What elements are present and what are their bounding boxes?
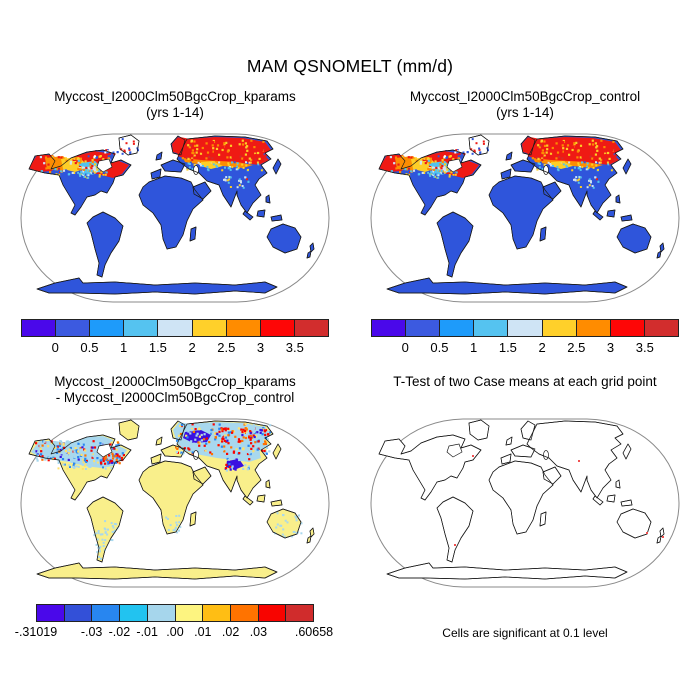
colorbar-cell: [439, 319, 475, 337]
panel-difference-title: Myccost_I2000Clm50BgcCrop_kparams - Mycc…: [54, 374, 296, 408]
colorbar-kparams: 0 0.5 1 1.5 2 2.5 3 3.5: [21, 319, 329, 355]
colorbar-cell: [123, 319, 159, 337]
colorbar-cell: [259, 319, 295, 337]
colorbar-tick: 1: [470, 340, 478, 355]
colorbar-tick: 2.5: [567, 340, 586, 355]
panel-difference: Myccost_I2000Clm50BgcCrop_kparams - Mycc…: [0, 372, 350, 640]
colorbar-cell: [63, 604, 93, 622]
colorbar-cell: [225, 319, 261, 337]
colorbar-tick: .02: [221, 625, 240, 639]
colorbar-tick: 0: [401, 340, 409, 355]
colorbar-cell: [157, 319, 193, 337]
colorbar-cell: [541, 319, 577, 337]
colorbar-tick: 1.5: [498, 340, 517, 355]
panel-control-title-line2: (yrs 1-14): [496, 105, 554, 120]
colorbar-tick: 2.5: [217, 340, 236, 355]
colorbar-tick: .00: [166, 625, 184, 639]
colorbar-tick: 1: [120, 340, 128, 355]
colorbar-ticks: 0 0.5 1 1.5 2 2.5 3 3.5: [21, 337, 329, 355]
colorbar-tick: 3: [606, 340, 615, 355]
colorbar-cell: [285, 604, 315, 622]
colorbar-cell: [191, 319, 227, 337]
colorbar-cell: [507, 319, 543, 337]
colorbar-cell: [405, 319, 441, 337]
panel-control-title: Myccost_I2000Clm50BgcCrop_control (yrs 1…: [410, 89, 640, 123]
colorbar-tick: .60658: [294, 625, 334, 639]
colorbar-cell: [21, 319, 57, 337]
colorbar-cells: [36, 604, 315, 622]
panel-control: Myccost_I2000Clm50BgcCrop_control (yrs 1…: [350, 87, 700, 355]
colorbar-cell: [119, 604, 148, 622]
world-map-kparams: [20, 133, 330, 303]
colorbar-cell: [643, 319, 679, 337]
colorbar-cells: [371, 319, 679, 337]
colorbar-tick: 1.5: [148, 340, 167, 355]
colorbar-cell: [293, 319, 329, 337]
colorbar-ticks: 0 0.5 1 1.5 2 2.5 3 3.5: [371, 337, 679, 355]
colorbar-cell: [371, 319, 407, 337]
colorbar-tick: -.31019: [14, 625, 58, 639]
colorbar-tick: 0.5: [80, 340, 99, 355]
colorbar-cell: [202, 604, 231, 622]
colorbar-tick: 3.5: [285, 340, 304, 355]
panel-kparams-title-line1: Myccost_I2000Clm50BgcCrop_kparams: [54, 89, 296, 104]
panel-kparams-title-line2: (yrs 1-14): [146, 105, 204, 120]
colorbar-tick: -.02: [108, 625, 131, 639]
ttest-caption: Cells are significant at 0.1 level: [442, 626, 608, 640]
panel-difference-title-line2: - Myccost_I2000Clm50BgcCrop_control: [55, 390, 295, 405]
world-map-control: [370, 133, 680, 303]
panel-ttest-title: T-Test of two Case means at each grid po…: [393, 374, 656, 408]
colorbar-tick: 2: [538, 340, 546, 355]
colorbar-tick: 2: [188, 340, 196, 355]
colorbar-tick: .01: [194, 625, 212, 639]
colorbar-difference: -.31019 -.03 -.02 -.01 .00 .01 .02 .03 .60658: [15, 604, 333, 639]
colorbar-tick: 0: [51, 340, 59, 355]
colorbar-ticks: -.31019 -.03 -.02 -.01 .00 .01 .02 .03 .60658: [15, 622, 333, 639]
colorbar-tick: 3: [256, 340, 265, 355]
colorbar-cell: [91, 604, 121, 622]
colorbar-tick: -.01: [136, 625, 158, 639]
colorbar-cell: [89, 319, 125, 337]
colorbar-tick: 3.5: [635, 340, 654, 355]
colorbar-cell: [257, 604, 287, 622]
panel-ttest: T-Test of two Case means at each grid po…: [350, 372, 700, 640]
colorbar-control: 0 0.5 1 1.5 2 2.5 3 3.5: [371, 319, 679, 355]
world-map-difference: [20, 418, 330, 588]
colorbar-cells: [21, 319, 329, 337]
colorbar-tick: -.03: [80, 625, 103, 639]
colorbar-cell: [575, 319, 611, 337]
colorbar-cell: [36, 604, 65, 622]
panel-ttest-title-line1: T-Test of two Case means at each grid po…: [393, 374, 657, 389]
colorbar-cell: [229, 604, 259, 622]
colorbar-tick: .03: [249, 625, 268, 639]
colorbar-cell: [55, 319, 91, 337]
panel-difference-title-line1: Myccost_I2000Clm50BgcCrop_kparams: [54, 374, 296, 389]
colorbar-tick: 0.5: [430, 340, 449, 355]
panel-grid: Myccost_I2000Clm50BgcCrop_kparams (yrs 1…: [0, 87, 700, 640]
world-map-ttest: [370, 418, 680, 588]
figure-title: MAM QSNOMELT (mm/d): [246, 56, 454, 76]
panel-kparams-title: Myccost_I2000Clm50BgcCrop_kparams (yrs 1…: [54, 89, 296, 123]
colorbar-cell: [473, 319, 509, 337]
panel-control-title-line1: Myccost_I2000Clm50BgcCrop_control: [409, 89, 641, 104]
panel-kparams: Myccost_I2000Clm50BgcCrop_kparams (yrs 1…: [0, 87, 350, 355]
colorbar-cell: [146, 604, 176, 622]
colorbar-cell: [609, 319, 645, 337]
colorbar-cell: [174, 604, 204, 622]
